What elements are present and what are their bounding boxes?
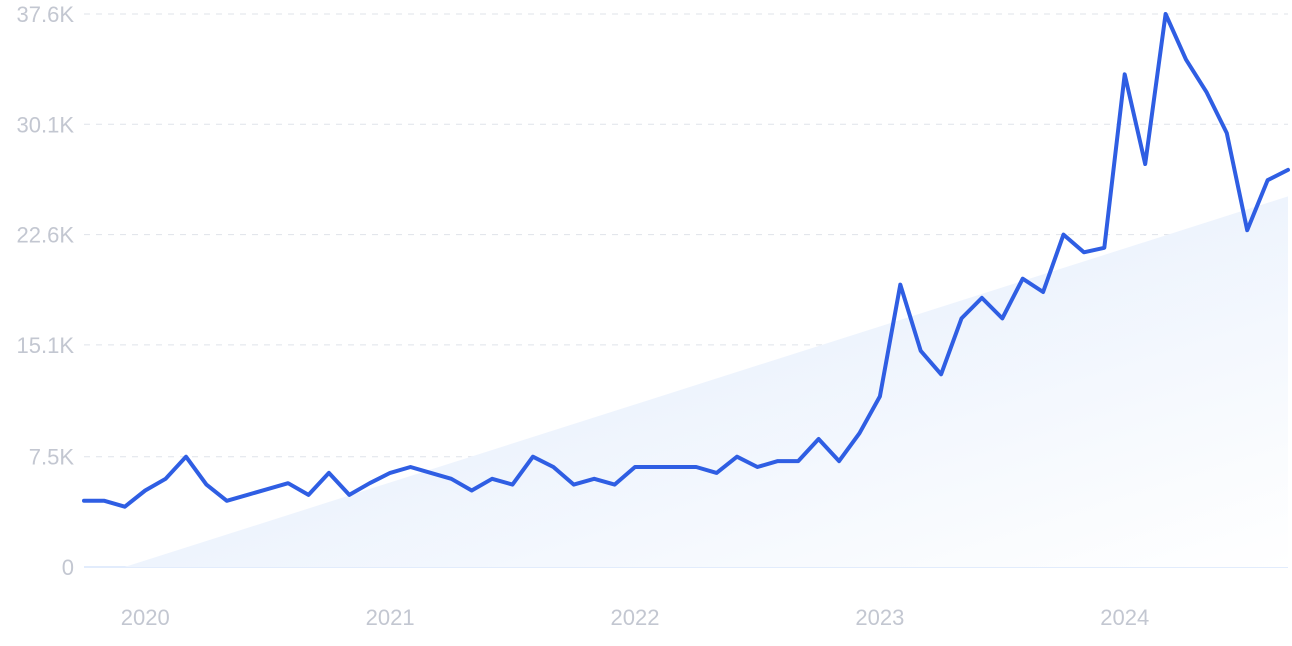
y-tick-label: 30.1K [17,112,75,137]
x-tick-label: 2023 [855,605,904,630]
y-axis-ticks: 0 7.5K 15.1K 22.6K 30.1K 37.6K [17,2,75,580]
y-tick-label: 7.5K [29,445,75,470]
y-tick-label: 0 [62,555,74,580]
x-tick-label: 2021 [366,605,415,630]
x-tick-label: 2022 [611,605,660,630]
y-tick-label: 22.6K [17,223,75,248]
y-tick-label: 15.1K [17,333,75,358]
series-layer [82,12,1290,509]
y-tick-label: 37.6K [17,2,75,27]
trend-area-shape [124,196,1288,567]
x-axis-ticks: 2020 2021 2022 2023 2024 [121,605,1149,630]
trend-area [124,196,1288,567]
series-line [82,12,1290,509]
x-tick-label: 2020 [121,605,170,630]
x-tick-label: 2024 [1100,605,1149,630]
